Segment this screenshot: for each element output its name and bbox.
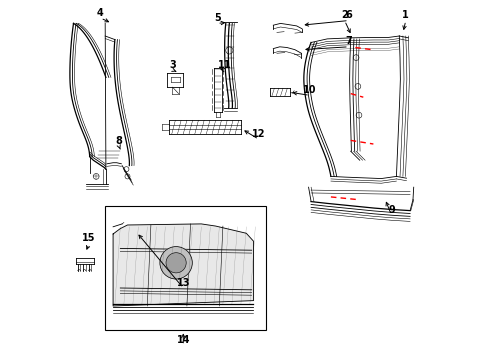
Circle shape: [160, 247, 192, 279]
Text: 12: 12: [252, 129, 265, 139]
Text: 11: 11: [218, 60, 231, 70]
Text: 1: 1: [402, 10, 408, 20]
Text: 15: 15: [82, 233, 96, 243]
Circle shape: [166, 253, 186, 273]
Text: 6: 6: [345, 10, 351, 20]
Text: 8: 8: [116, 136, 122, 146]
Text: 10: 10: [303, 85, 316, 95]
Text: 13: 13: [176, 278, 190, 288]
Text: 9: 9: [387, 204, 394, 215]
Text: 14: 14: [176, 335, 190, 345]
Polygon shape: [113, 224, 253, 306]
Text: 7: 7: [345, 36, 351, 46]
Text: 2: 2: [341, 10, 347, 20]
Text: 3: 3: [169, 60, 176, 70]
Bar: [104, 206, 265, 330]
Text: 4: 4: [97, 8, 103, 18]
Text: 5: 5: [213, 13, 220, 23]
